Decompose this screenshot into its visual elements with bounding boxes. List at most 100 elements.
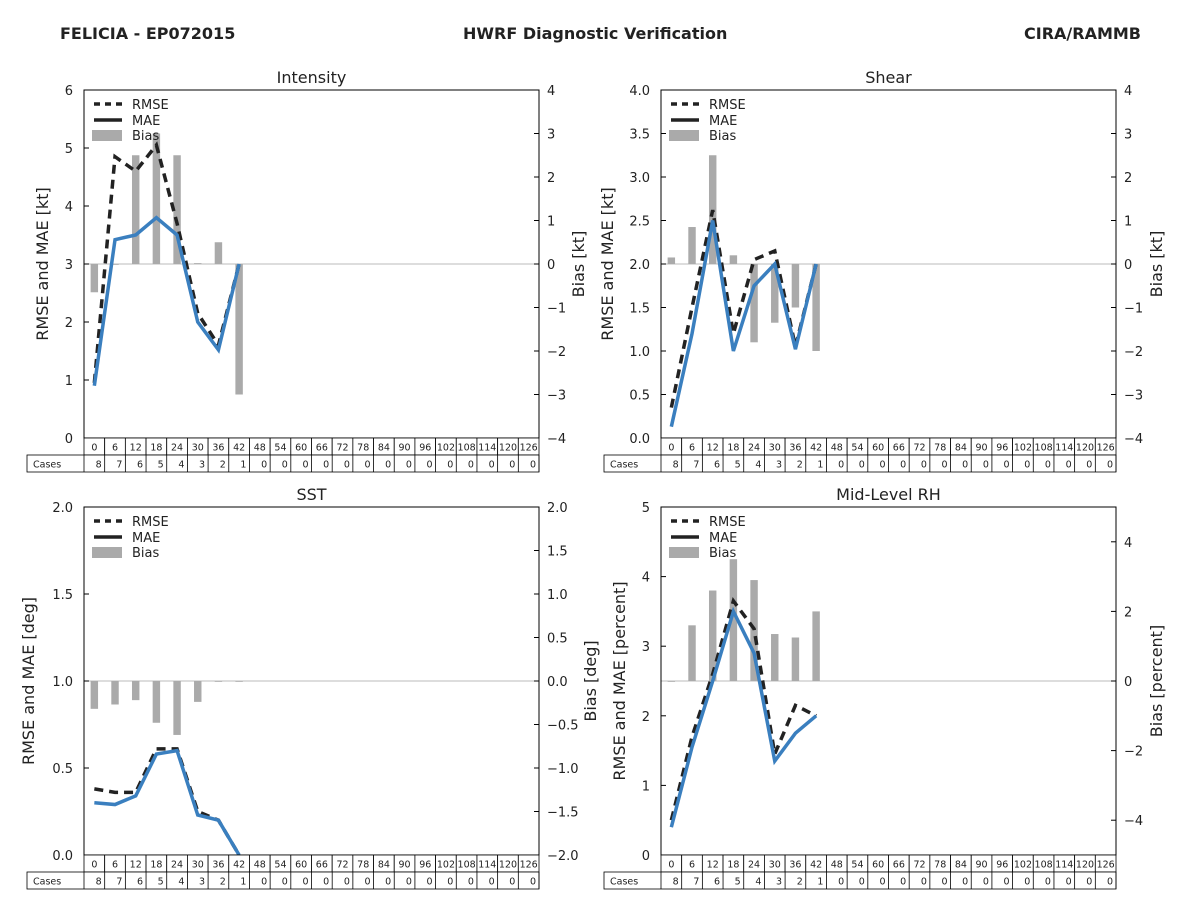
- hour-label: 120: [499, 443, 517, 454]
- y-axis-label: RMSE and MAE [deg]: [19, 597, 38, 765]
- hour-label: 60: [295, 860, 307, 871]
- hour-label: 30: [769, 860, 781, 871]
- y2-tick-label: 2: [1124, 605, 1132, 620]
- hour-label: 24: [171, 860, 183, 871]
- y-tick-label: 1: [642, 779, 650, 794]
- case-count: 3: [199, 460, 205, 471]
- hour-label: 84: [378, 860, 390, 871]
- hour-label: 60: [872, 443, 884, 454]
- case-count: 1: [240, 877, 246, 888]
- bias-bar: [708, 155, 717, 264]
- case-count: 7: [693, 877, 699, 888]
- y-axis-label: RMSE and MAE [kt]: [33, 187, 52, 340]
- bias-bar: [152, 133, 161, 264]
- case-count: 0: [941, 877, 947, 888]
- hour-label: 6: [689, 443, 695, 454]
- case-count: 5: [735, 460, 741, 471]
- y-tick-label: 3: [65, 258, 73, 273]
- chart-panel-sst: SST 0.0 0.5 1.0 1.5 2.0 −2.0 −1.5 −1.0 −0.5 0.0 0.5…: [19, 485, 600, 890]
- case-count: 0: [261, 460, 267, 471]
- bias-bar: [111, 264, 119, 265]
- chart-panel-shear: Shear 0.0 0.5 1.0 1.5 2.0 2.5 3.0 3.5 4.0 −4 −3 −2 −1…: [598, 68, 1166, 473]
- hour-label: 96: [419, 860, 431, 871]
- case-count: 0: [1004, 460, 1010, 471]
- cases-label: Cases: [610, 877, 638, 888]
- hour-label: 18: [727, 860, 739, 871]
- bias-bar: [235, 681, 243, 682]
- hour-label: 18: [727, 443, 739, 454]
- case-count: 0: [489, 460, 495, 471]
- hour-label: 48: [831, 860, 843, 871]
- case-count: 0: [1024, 460, 1030, 471]
- cases-label: Cases: [33, 877, 61, 888]
- case-count: 4: [178, 460, 184, 471]
- hour-label: 108: [1035, 443, 1053, 454]
- legend-mae-label: MAE: [709, 531, 737, 546]
- case-count: 0: [282, 460, 288, 471]
- case-count: 0: [406, 877, 412, 888]
- y-axis-label: RMSE and MAE [kt]: [598, 187, 617, 340]
- hour-label: 78: [934, 860, 946, 871]
- y2-tick-label: 1.5: [547, 545, 568, 560]
- bias-bar: [729, 559, 738, 681]
- cases-table: 0 6 12 18 24 30 36 42 48 54 60 66 72 78 84 90 96 102 108 11…: [603, 437, 1117, 473]
- hour-label: 24: [748, 860, 760, 871]
- hour-label: 126: [520, 860, 538, 871]
- case-count: 0: [1045, 460, 1051, 471]
- hour-label: 12: [130, 860, 142, 871]
- hour-label: 0: [668, 860, 674, 871]
- case-count: 5: [158, 460, 164, 471]
- case-count: 4: [178, 877, 184, 888]
- storm-name: FELICIA - EP072015: [60, 24, 236, 43]
- case-count: 0: [879, 460, 885, 471]
- y-tick-label: 5: [65, 142, 73, 157]
- hour-label: 90: [976, 860, 988, 871]
- y2-tick-label: 0: [547, 258, 555, 273]
- case-count: 0: [530, 460, 536, 471]
- case-count: 0: [406, 460, 412, 471]
- legend-mae-label: MAE: [709, 114, 737, 129]
- case-count: 0: [838, 460, 844, 471]
- legend-mae-label: MAE: [132, 114, 160, 129]
- case-count: 0: [879, 877, 885, 888]
- y2-tick-label: 1: [547, 215, 555, 230]
- hour-label: 90: [399, 860, 411, 871]
- legend-rmse-label: RMSE: [132, 515, 169, 530]
- cases-label: Cases: [610, 460, 638, 471]
- bias-bar: [214, 681, 223, 682]
- case-count: 8: [96, 460, 102, 471]
- hour-label: 114: [1055, 860, 1073, 871]
- case-count: 0: [962, 460, 968, 471]
- case-count: 0: [900, 877, 906, 888]
- hour-label: 84: [378, 443, 390, 454]
- y-tick-label: 0: [65, 432, 73, 447]
- case-count: 0: [447, 460, 453, 471]
- hour-label: 48: [831, 443, 843, 454]
- hour-label: 30: [192, 443, 204, 454]
- hour-label: 126: [1097, 860, 1115, 871]
- case-count: 0: [921, 877, 927, 888]
- hour-label: 114: [478, 860, 496, 871]
- hour-label: 126: [1097, 443, 1115, 454]
- mae-line: [669, 606, 818, 828]
- y-tick-label: 4: [65, 200, 73, 215]
- case-count: 0: [447, 877, 453, 888]
- hour-label: 48: [254, 860, 266, 871]
- case-count: 0: [385, 460, 391, 471]
- bias-bar: [812, 264, 820, 351]
- hour-label: 42: [233, 860, 245, 871]
- hour-label: 36: [789, 860, 801, 871]
- hour-label: 78: [357, 443, 369, 454]
- case-count: 0: [323, 877, 329, 888]
- case-count: 0: [323, 460, 329, 471]
- rmse-line: [669, 597, 817, 821]
- chart-title: Intensity: [277, 68, 347, 87]
- case-count: 0: [1066, 460, 1072, 471]
- bias-bar: [791, 637, 800, 681]
- case-count: 0: [282, 877, 288, 888]
- y2-tick-label: 4: [1124, 536, 1132, 551]
- hour-label: 42: [233, 443, 245, 454]
- case-count: 0: [1066, 877, 1072, 888]
- hour-label: 0: [91, 443, 97, 454]
